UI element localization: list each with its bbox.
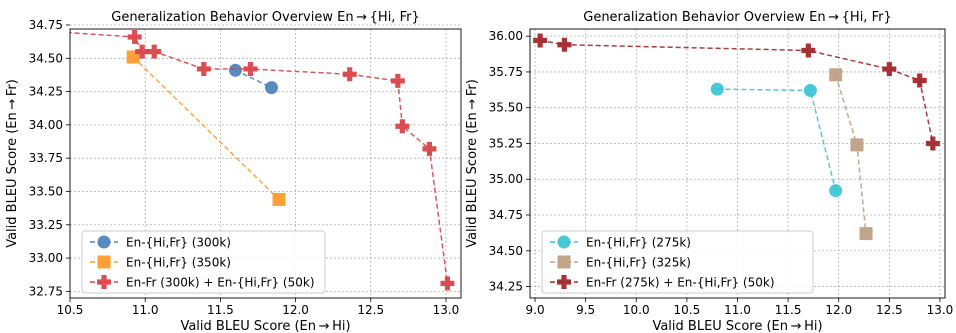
chart-title: Generalization Behavior Overview En → {H…	[111, 10, 419, 25]
chart-1: 10.5 11.0 11.5 12.0 12.5 13.0 32.75 33.00 33.25 3…	[0, 10, 462, 333]
data-point	[440, 276, 455, 291]
data-point	[710, 82, 724, 96]
y-tick-label: 34.25	[489, 280, 523, 294]
data-point	[135, 44, 150, 59]
data-point	[801, 43, 816, 58]
x-tick-label: 13.0	[927, 303, 954, 317]
legend-label: En-{Hi,Fr} (350k)	[126, 256, 231, 270]
x-tick-label: 12.0	[825, 303, 852, 317]
y-axis-label: Valid BLEU Score (En → Fr)	[5, 79, 20, 248]
legend-label: En-{Hi,Fr} (300k)	[126, 236, 231, 250]
y-tick-label: 33.50	[29, 184, 63, 198]
x-tick-label: 11.0	[724, 303, 751, 317]
data-point	[859, 227, 873, 241]
y-tick-label: 33.00	[29, 251, 63, 265]
x-axis-label: Valid BLEU Score (En → Hi)	[652, 319, 822, 333]
series-line	[539, 39, 934, 144]
y-tick-label: 34.75	[489, 208, 523, 222]
y-tick-label: 34.75	[29, 18, 63, 32]
legend-box	[541, 230, 814, 294]
legend-marker	[97, 275, 111, 289]
legend-label: En-{Hi,Fr} (275k)	[586, 236, 691, 250]
data-point	[196, 61, 211, 76]
legend-marker	[97, 235, 111, 249]
data-point	[803, 84, 817, 98]
x-tick-label: 9.0	[526, 303, 545, 317]
y-tick-label: 34.25	[29, 85, 63, 99]
legend-marker	[557, 255, 571, 269]
data-point	[147, 44, 162, 59]
chart-1-legend: En-{Hi,Fr} (300k) En-{Hi,Fr} (350k) En-Fr …	[81, 230, 326, 294]
y-tick-label: 33.75	[29, 151, 63, 165]
x-tick-label: 11.0	[132, 303, 159, 317]
x-tick-label: 10.5	[674, 303, 701, 317]
x-tick-label: 10.5	[57, 303, 84, 317]
y-tick-label: 33.25	[29, 218, 63, 232]
data-point	[912, 73, 927, 88]
x-tick-label: 12.5	[357, 303, 384, 317]
x-tick-label: 11.5	[775, 303, 802, 317]
series-1	[228, 63, 279, 95]
x-tick-label: 11.5	[207, 303, 234, 317]
y-axis-label: Valid BLEU Score (En → Fr)	[465, 79, 480, 248]
x-tick-label: 13.0	[433, 303, 460, 317]
y-tick-label: 35.75	[489, 65, 523, 79]
axes-frame	[69, 28, 462, 299]
y-tick-label: 32.75	[29, 284, 63, 298]
data-point	[829, 184, 843, 198]
series-line	[834, 74, 867, 234]
data-point	[265, 81, 279, 95]
series-3	[0, 21, 455, 291]
y-tick-label: 34.00	[29, 118, 63, 132]
x-tick-label: 12.0	[282, 303, 309, 317]
data-point	[342, 67, 357, 82]
data-point	[0, 21, 2, 35]
axes-frame	[529, 28, 946, 299]
chart-2-plot-area	[533, 33, 940, 241]
legend-marker	[557, 275, 571, 289]
chart-2: 9.0 9.5 10.0 10.5 11.0 11.5 12.0 12.5 13.0 34.25 3…	[465, 10, 953, 333]
y-tick-label: 34.50	[29, 51, 63, 65]
y-tick-label: 35.50	[489, 101, 523, 115]
y-tick-label: 35.25	[489, 136, 523, 150]
data-point	[422, 141, 437, 156]
data-point	[228, 63, 242, 77]
chart-2-legend: En-{Hi,Fr} (275k) En-{Hi,Fr} (325k) En-Fr …	[541, 230, 814, 294]
x-tick-label: 10.0	[623, 303, 650, 317]
x-tick-label: 9.5	[576, 303, 595, 317]
data-point	[925, 136, 940, 151]
data-point	[272, 192, 286, 206]
y-tick-label: 34.50	[489, 244, 523, 258]
data-point	[882, 62, 897, 77]
y-tick-label: 35.00	[489, 172, 523, 186]
data-point	[395, 119, 410, 134]
series-line	[717, 88, 837, 191]
legend-label: En-{Hi,Fr} (325k)	[586, 256, 691, 270]
legend-label: En-Fr (275k) + En-{Hi,Fr} (50k)	[586, 276, 775, 290]
data-point	[829, 68, 843, 82]
legend-marker	[557, 235, 571, 249]
legend-marker	[97, 255, 111, 269]
data-point	[127, 29, 142, 44]
data-point	[390, 73, 405, 88]
data-point	[557, 37, 572, 52]
data-point	[850, 138, 864, 152]
series-3	[533, 33, 940, 151]
x-tick-label: 12.5	[876, 303, 903, 317]
chart-1-plot-area	[0, 21, 455, 291]
series-line	[235, 69, 272, 89]
data-point	[243, 61, 258, 76]
chart-title: Generalization Behavior Overview En → {H…	[583, 10, 891, 25]
series-line	[132, 56, 280, 201]
legend-box	[81, 230, 326, 294]
series-1	[710, 82, 843, 198]
series-2	[829, 68, 873, 241]
legend-label: En-Fr (300k) + En-{Hi,Fr} (50k)	[126, 276, 315, 290]
data-point	[533, 33, 548, 48]
y-tick-label: 36.00	[489, 29, 523, 43]
x-axis-label: Valid BLEU Score (En → Hi)	[180, 319, 350, 333]
